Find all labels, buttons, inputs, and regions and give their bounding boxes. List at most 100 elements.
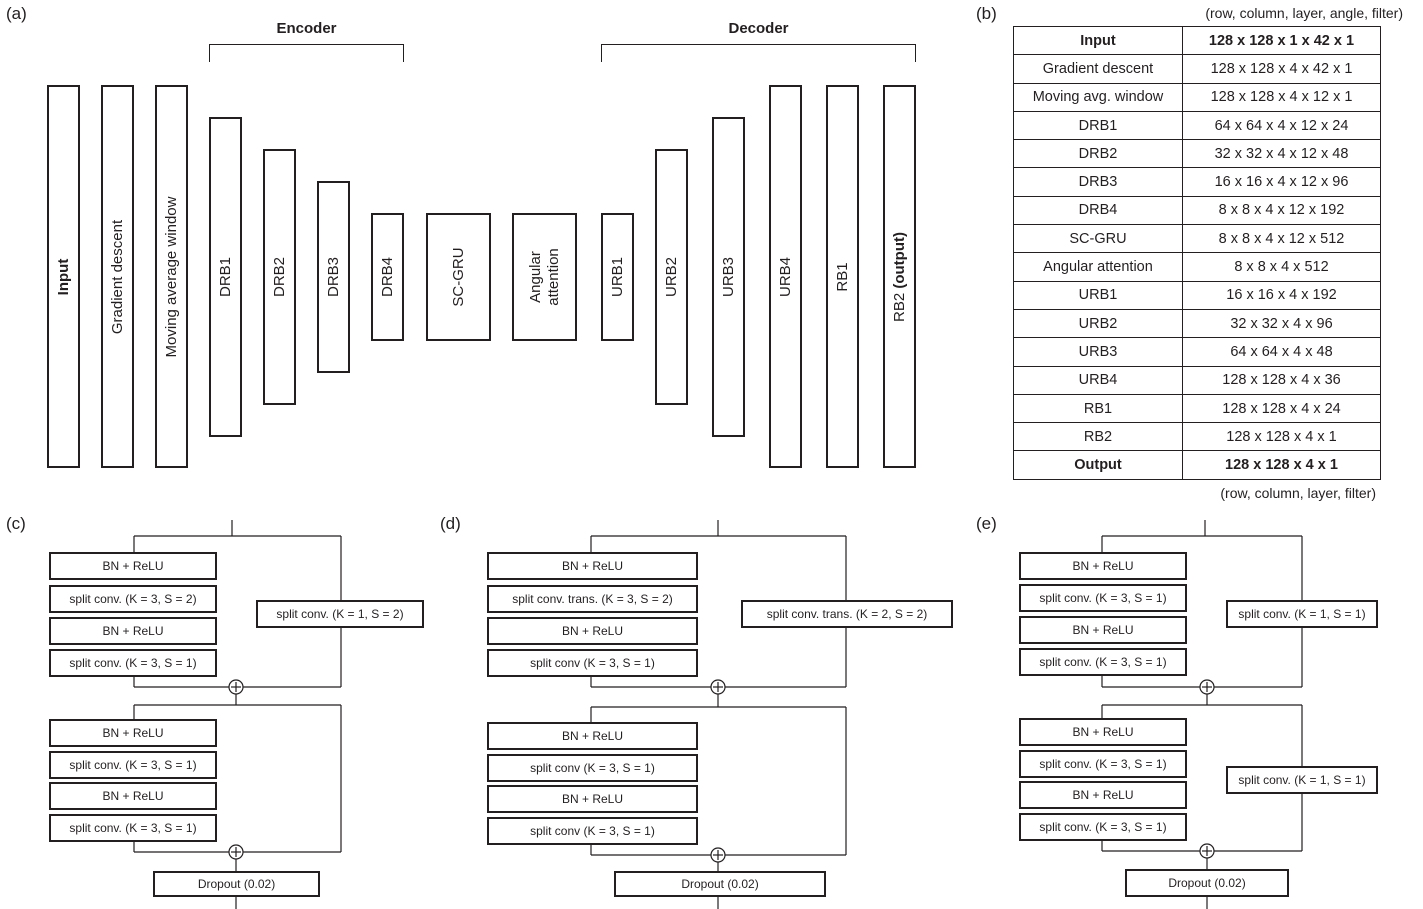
decoder-bracket [601, 44, 916, 62]
split-conv-box: split conv. (K = 3, S = 1) [1019, 813, 1187, 841]
bn-relu-box: BN + ReLU [49, 617, 217, 645]
skip-conv-trans-box: split conv. trans. (K = 2, S = 2) [741, 600, 953, 628]
add-icon [1199, 843, 1215, 859]
table-cell-shape: 64 x 64 x 4 x 48 [1182, 337, 1381, 367]
residual-block-lines [133, 520, 1303, 909]
block-gradient-descent: Gradient descent [101, 85, 134, 468]
block-rb2-output: RB2 (output) [883, 85, 916, 468]
bn-relu-box: BN + ReLU [487, 617, 698, 645]
table-cell-shape: 16 x 16 x 4 x 192 [1182, 280, 1381, 310]
bn-relu-box: BN + ReLU [1019, 718, 1187, 746]
block-gradient-descent-label: Gradient descent [108, 219, 126, 334]
dropout-box: Dropout (0.02) [614, 871, 826, 897]
bn-relu-box: BN + ReLU [49, 719, 217, 747]
skip-conv-box: split conv. (K = 1, S = 1) [1226, 766, 1378, 794]
block-moving-average-label: Moving average window [162, 196, 180, 357]
rb2-prefix: RB2 [890, 288, 908, 322]
add-icon [710, 847, 726, 863]
table-cell-shape: 128 x 128 x 1 x 42 x 1 [1182, 25, 1381, 56]
panel-label-a: (a) [6, 4, 27, 23]
split-conv-trans-box: split conv. trans. (K = 3, S = 2) [487, 585, 698, 613]
block-rb1-label: RB1 [833, 261, 851, 292]
dropout-box: Dropout (0.02) [153, 871, 320, 897]
bn-relu-box: BN + ReLU [487, 722, 698, 750]
table-row: Angular attention 8 x 8 x 4 x 512 [1013, 252, 1381, 282]
table-cell-shape: 128 x 128 x 4 x 24 [1182, 393, 1381, 424]
block-input-label: Input [54, 258, 72, 295]
table-cell-shape: 32 x 32 x 4 x 12 x 48 [1182, 139, 1381, 169]
block-drb2: DRB2 [263, 149, 296, 405]
table-cell-layer: DRB4 [1013, 195, 1183, 226]
skip-conv-box: split conv. (K = 1, S = 1) [1226, 600, 1378, 628]
table-bottom-note: (row, column, layer, filter) [1220, 485, 1376, 501]
block-urb1-label: URB1 [608, 256, 626, 298]
table-cell-layer: URB4 [1013, 365, 1183, 395]
split-conv-box: split conv (K = 3, S = 1) [487, 754, 698, 782]
block-rb2-label: RB2 (output) [891, 232, 909, 322]
table-cell-layer: Input [1013, 25, 1183, 56]
bn-relu-box: BN + ReLU [1019, 781, 1187, 809]
block-input: Input [47, 85, 80, 468]
block-drb2-label: DRB2 [270, 256, 288, 298]
block-moving-average: Moving average window [155, 85, 188, 468]
table-cell-shape: 8 x 8 x 4 x 12 x 192 [1182, 195, 1381, 226]
panel-label-d: (d) [440, 514, 461, 533]
block-rb1: RB1 [826, 85, 859, 468]
table-row: DRB1 64 x 64 x 4 x 12 x 24 [1013, 110, 1381, 141]
panel-label-c: (c) [6, 514, 26, 533]
table-row: SC-GRU 8 x 8 x 4 x 12 x 512 [1013, 224, 1381, 254]
table-cell-shape: 32 x 32 x 4 x 96 [1182, 308, 1381, 339]
table-cell-shape: 128 x 128 x 4 x 12 x 1 [1182, 82, 1381, 112]
block-urb2: URB2 [655, 149, 688, 405]
table-cell-shape: 128 x 128 x 4 x 1 [1182, 422, 1381, 452]
encoder-title: Encoder [276, 20, 337, 37]
bn-relu-box: BN + ReLU [1019, 552, 1187, 580]
table-cell-layer: URB3 [1013, 337, 1183, 367]
split-conv-box: split conv (K = 3, S = 1) [487, 649, 698, 677]
bn-relu-box: BN + ReLU [1019, 616, 1187, 644]
table-row: URB4 128 x 128 x 4 x 36 [1013, 365, 1381, 395]
table-cell-layer: RB2 [1013, 422, 1183, 452]
block-angular-attention: Angular attention [512, 213, 577, 341]
table-cell-shape: 8 x 8 x 4 x 512 [1182, 252, 1381, 282]
skip-conv-box: split conv. (K = 1, S = 2) [256, 600, 424, 628]
table-row: DRB2 32 x 32 x 4 x 12 x 48 [1013, 139, 1381, 169]
table-cell-shape: 128 x 128 x 4 x 42 x 1 [1182, 54, 1381, 84]
split-conv-box: split conv. (K = 3, S = 1) [49, 814, 217, 842]
table-row: DRB4 8 x 8 x 4 x 12 x 192 [1013, 195, 1381, 226]
block-urb4-label: URB4 [776, 256, 794, 297]
split-conv-box: split conv (K = 3, S = 1) [487, 817, 698, 845]
table-cell-layer: SC-GRU [1013, 224, 1183, 254]
table-top-note: (row, column, layer, angle, filter) [1205, 5, 1403, 21]
table-row: URB1 16 x 16 x 4 x 192 [1013, 280, 1381, 310]
bn-relu-box: BN + ReLU [487, 785, 698, 813]
table-cell-shape: 8 x 8 x 4 x 12 x 512 [1182, 224, 1381, 254]
block-angular-attention-label: Angular attention [527, 248, 563, 306]
table-row: DRB3 16 x 16 x 4 x 12 x 96 [1013, 167, 1381, 197]
dropout-box: Dropout (0.02) [1125, 869, 1289, 897]
table-row: Input 128 x 128 x 1 x 42 x 1 [1013, 25, 1381, 56]
layer-shape-table: Input 128 x 128 x 1 x 42 x 1 Gradient desc… [1013, 25, 1381, 480]
panel-label-e: (e) [976, 514, 997, 533]
table-cell-shape: 128 x 128 x 4 x 1 [1182, 450, 1381, 480]
block-urb4: URB4 [769, 85, 802, 468]
table-cell-layer: DRB2 [1013, 139, 1183, 169]
block-urb3-label: URB3 [719, 256, 737, 298]
split-conv-box: split conv. (K = 3, S = 2) [49, 585, 217, 613]
table-row: Output 128 x 128 x 4 x 1 [1013, 450, 1381, 480]
block-urb2-label: URB2 [662, 256, 680, 298]
split-conv-box: split conv. (K = 3, S = 1) [1019, 648, 1187, 676]
block-scgru: SC-GRU [426, 213, 491, 341]
table-cell-shape: 64 x 64 x 4 x 12 x 24 [1182, 110, 1381, 141]
angular-attention-line2: attention [544, 248, 562, 306]
table-cell-shape: 16 x 16 x 4 x 12 x 96 [1182, 167, 1381, 197]
block-drb3-label: DRB3 [324, 256, 342, 298]
block-drb1: DRB1 [209, 117, 242, 437]
table-cell-layer: URB1 [1013, 280, 1183, 310]
table-cell-layer: Moving avg. window [1013, 82, 1183, 112]
table-row: Moving avg. window 128 x 128 x 4 x 12 x 1 [1013, 82, 1381, 112]
bn-relu-box: BN + ReLU [487, 552, 698, 580]
add-icon [228, 844, 244, 860]
decoder-title: Decoder [728, 20, 789, 37]
table-row: URB3 64 x 64 x 4 x 48 [1013, 337, 1381, 367]
